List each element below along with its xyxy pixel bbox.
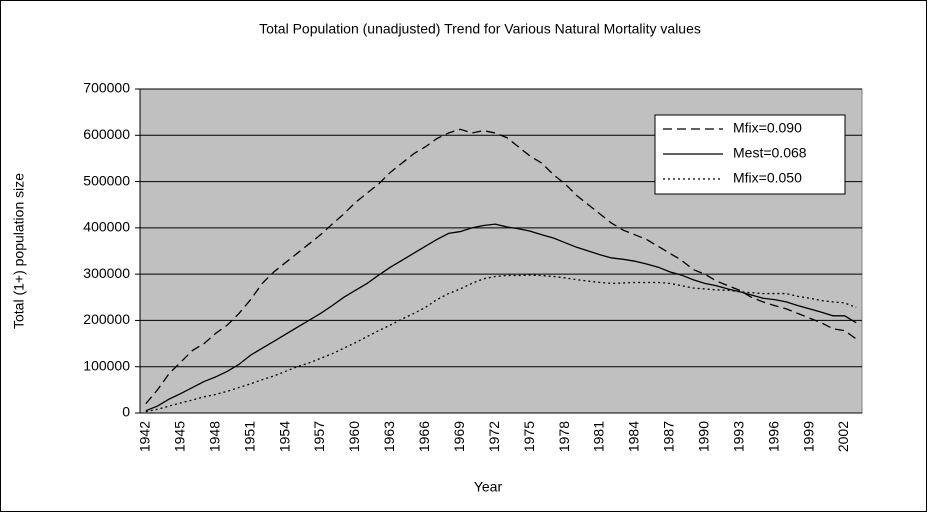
x-tick-label: 1951	[241, 421, 257, 452]
x-tick-label: 1996	[765, 421, 781, 452]
y-tick-label: 500000	[83, 172, 130, 188]
y-tick-label: 0	[122, 404, 130, 420]
x-tick-label: 2002	[835, 421, 851, 452]
chart-title: Total Population (unadjusted) Trend for …	[259, 21, 701, 37]
x-tick-label: 1960	[346, 421, 362, 452]
x-tick-label: 1945	[171, 421, 187, 452]
x-tick-label: 1972	[486, 421, 502, 452]
y-tick-label: 300000	[83, 265, 130, 281]
x-tick-label: 1957	[311, 421, 327, 452]
series-line	[145, 274, 857, 413]
y-tick-label: 100000	[83, 357, 130, 373]
x-tick-label: 1948	[206, 421, 222, 452]
y-tick-label: 600000	[83, 126, 130, 142]
legend-label: Mest=0.068	[733, 145, 807, 161]
y-axis-label: Total (1+) population size	[11, 173, 27, 329]
x-tick-label: 1987	[661, 421, 677, 452]
x-tick-label: 1954	[276, 421, 292, 452]
x-tick-label: 1999	[800, 421, 816, 452]
x-tick-label: 1969	[451, 421, 467, 452]
y-tick-label: 400000	[83, 219, 130, 235]
x-tick-label: 1978	[556, 421, 572, 452]
x-tick-label: 1990	[695, 421, 711, 452]
x-tick-label: 1966	[416, 421, 432, 452]
legend: Mfix=0.090 Mest=0.068 Mfix=0.050	[654, 114, 846, 195]
x-tick-label: 1942	[137, 421, 153, 452]
legend-label: Mfix=0.090	[733, 120, 802, 136]
x-tick-label: 1984	[626, 421, 642, 452]
x-tick-label: 1963	[381, 421, 397, 452]
x-tick-label: 1981	[591, 421, 607, 452]
y-tick-label: 200000	[83, 311, 130, 327]
x-tick-label: 1993	[730, 421, 746, 452]
legend-label: Mfix=0.050	[733, 170, 802, 186]
y-tick-label: 700000	[83, 80, 130, 96]
x-axis-label: Year	[474, 479, 503, 495]
x-tick-label: 1975	[521, 421, 537, 452]
series-line	[145, 128, 857, 405]
